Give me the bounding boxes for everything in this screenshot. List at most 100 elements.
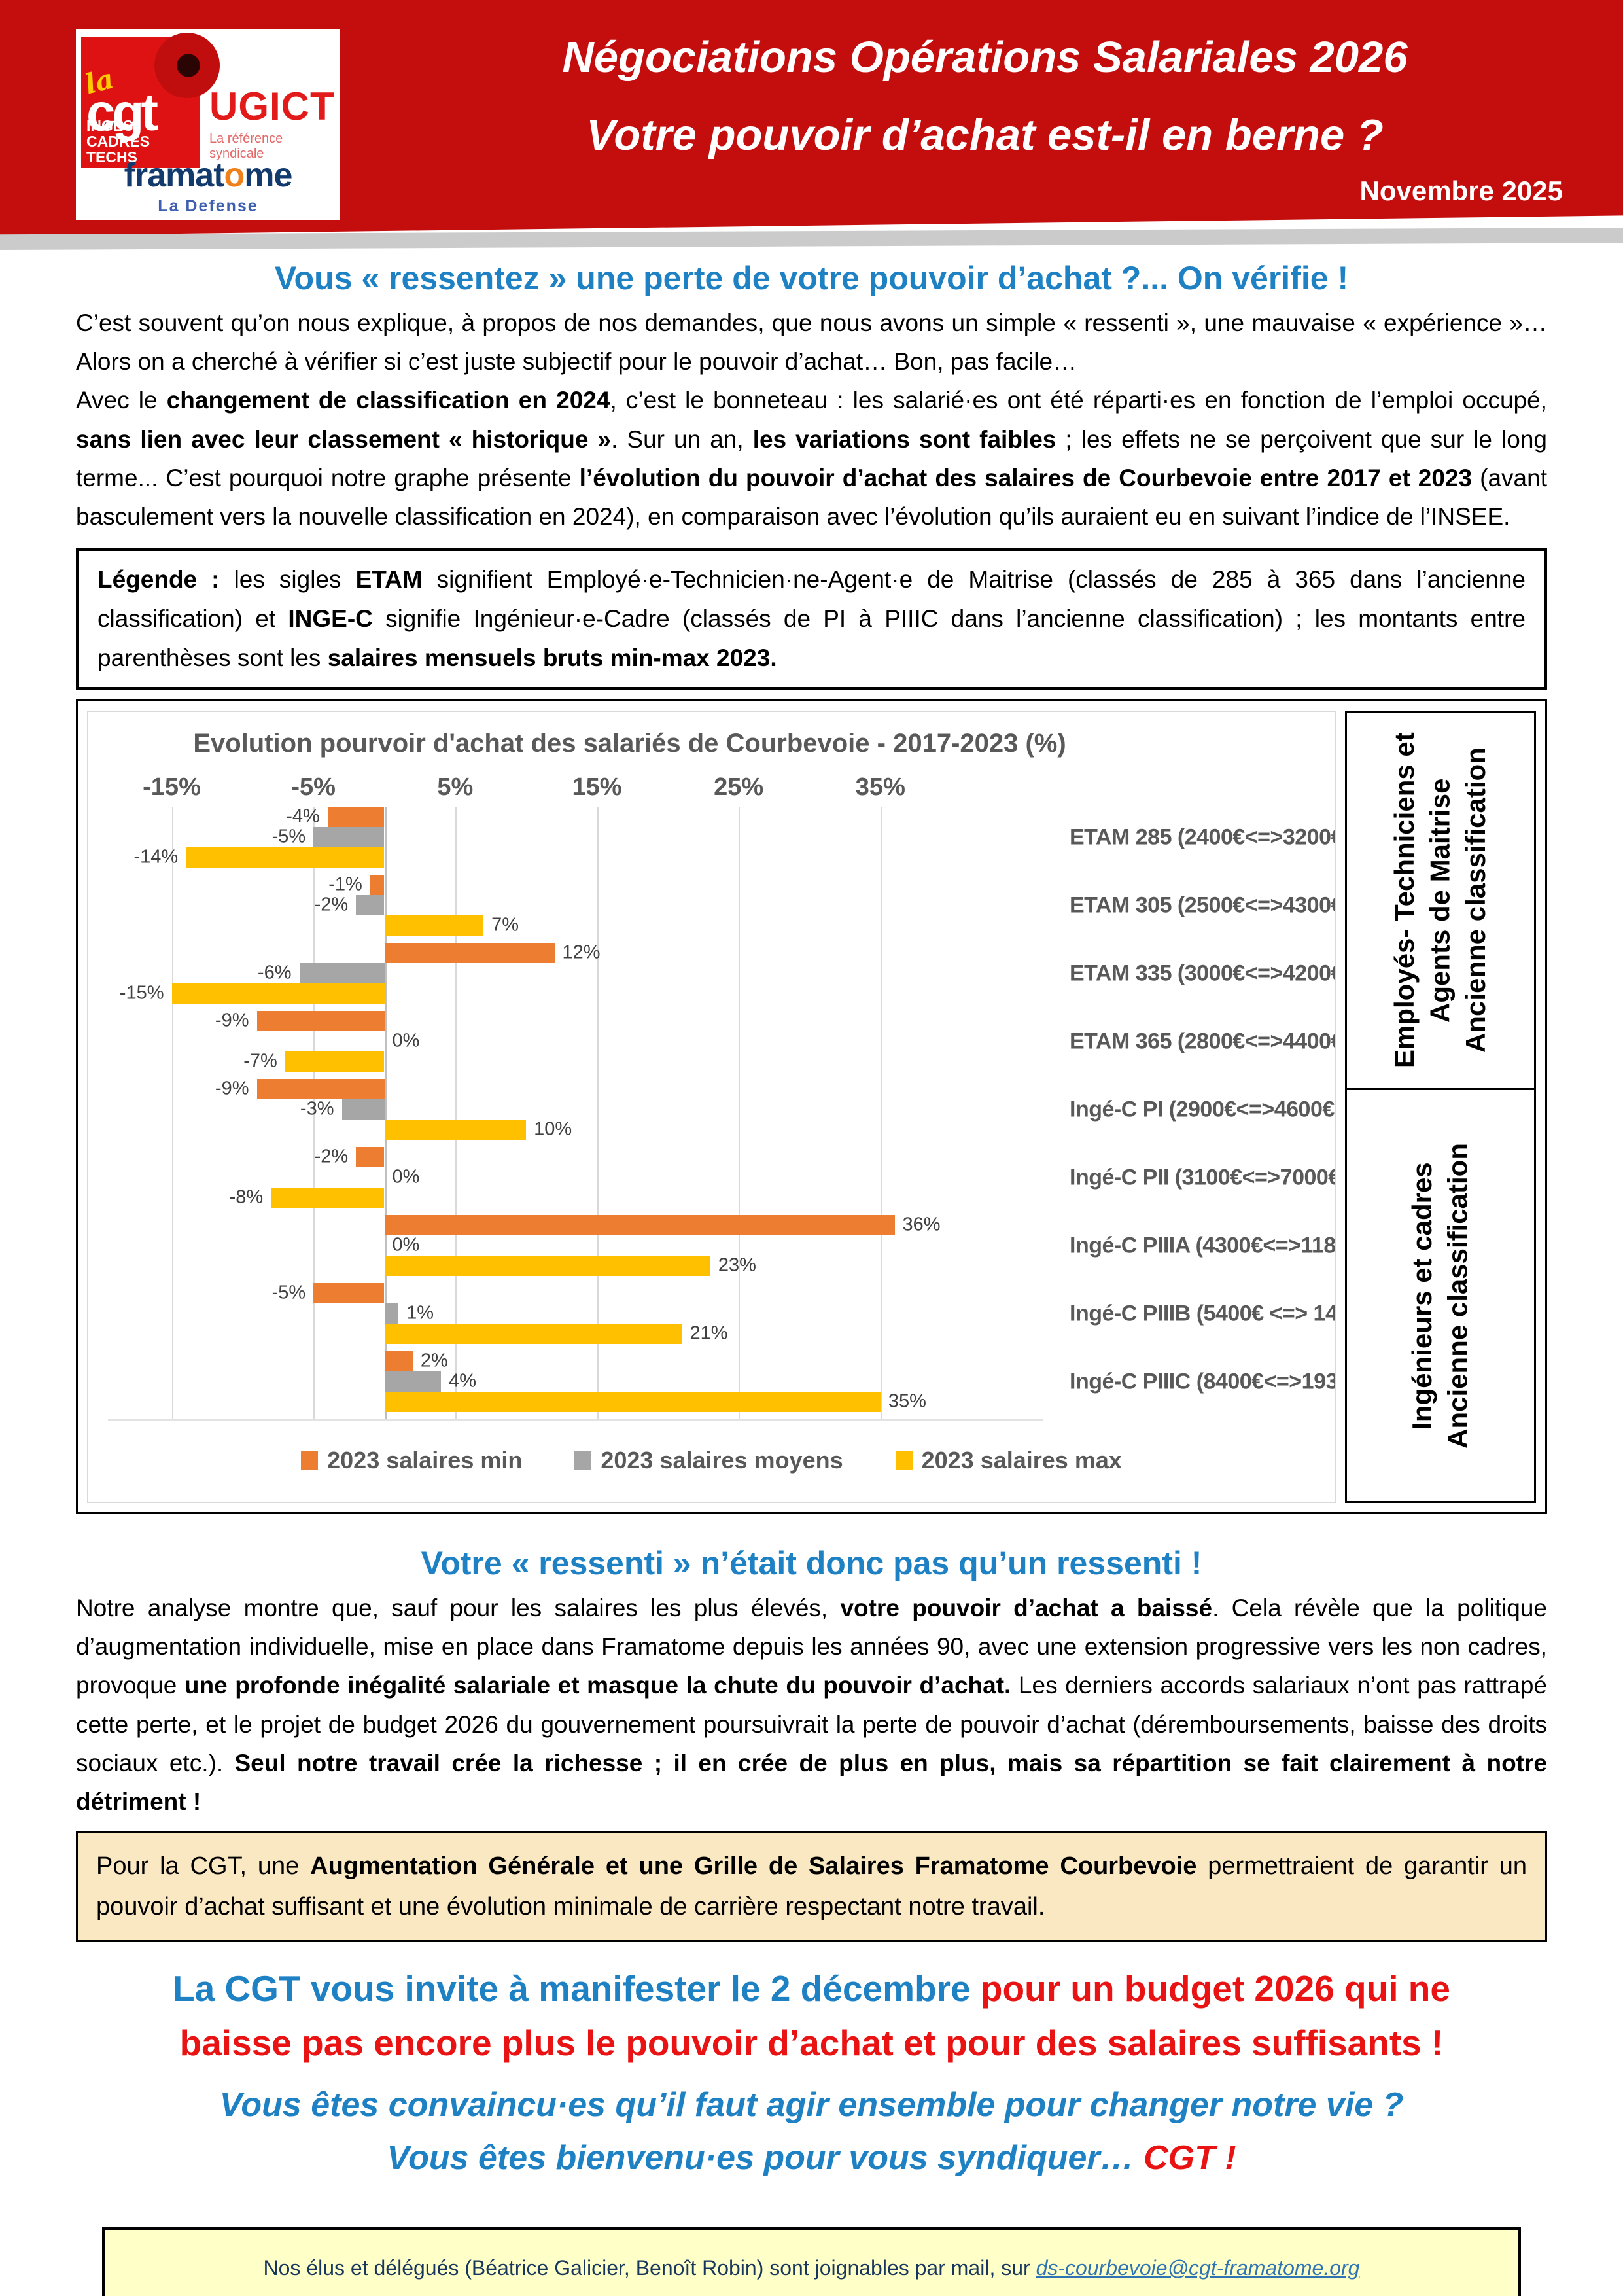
chart-bar — [171, 983, 385, 1004]
title-line-1: Négociations Opérations Salariales 2026 — [562, 33, 1408, 82]
legend-item: 2023 salaires min — [301, 1447, 522, 1474]
bar-value-label: 2% — [420, 1350, 448, 1371]
chart-bar — [384, 915, 484, 936]
text-segment: sans lien avec leur classement « histori… — [76, 425, 612, 453]
bar-value-label: -3% — [300, 1098, 334, 1120]
bar-value-label: 0% — [392, 1030, 420, 1051]
date-label: Novembre 2025 — [1359, 175, 1563, 206]
cgt-logo-block: la cgt INGÉS CADRES TECHS — [81, 33, 220, 168]
bar-value-label: 35% — [888, 1390, 926, 1412]
category-label: ETAM 305 (2500€<=>4300€) — [1070, 892, 1336, 918]
chart-bar — [313, 826, 385, 847]
text-segment: CGT ! — [1143, 2138, 1236, 2177]
chart-gridline — [739, 806, 741, 1419]
bar-value-label: 1% — [406, 1302, 434, 1324]
legend-swatch-icon — [895, 1450, 913, 1470]
union-logo: la cgt INGÉS CADRES TECHS UGICT La référ… — [76, 29, 340, 220]
bar-value-label: -8% — [229, 1186, 264, 1208]
bar-value-label: 4% — [449, 1370, 477, 1392]
bar-value-label: 7% — [491, 914, 519, 936]
cta-line-3: Vous êtes convaincu·es qu’il faut agir e… — [52, 2079, 1571, 2132]
site-label: La Defense — [158, 197, 258, 215]
axis-tick-label: 25% — [714, 773, 764, 801]
axis-tick-label: 5% — [437, 773, 474, 801]
chart-section: Evolution pourvoir d'achat des salariés … — [76, 699, 1547, 1514]
ugict-tagline: La référence syndicale — [209, 132, 283, 161]
text-segment: Avec le — [76, 387, 167, 414]
text-segment: ETAM — [355, 566, 423, 593]
bar-value-label: -6% — [257, 962, 292, 983]
text-segment: les variations sont faibles — [752, 425, 1056, 453]
text-segment: C’est souvent qu’on nous explique, à pro… — [76, 309, 1547, 376]
category-label: Ingé-C PIIIB (5400€ <=> 14300€) — [1070, 1301, 1335, 1326]
chart-bar — [271, 1187, 385, 1208]
legend-item: 2023 salaires max — [895, 1446, 1122, 1474]
chart-bar — [370, 874, 385, 895]
axis-tick-label: 35% — [855, 773, 905, 801]
etam-classification-box: Employés- Techniciens et Agents de Maitr… — [1345, 710, 1536, 1090]
call-to-action: La CGT vous invite à manifester le 2 déc… — [0, 1962, 1623, 2184]
legend-swatch-icon — [574, 1450, 592, 1470]
ugict-logo-text: UGICT — [209, 84, 335, 128]
text-segment: . Cela révèle que la politique d’augment… — [76, 1594, 1547, 1699]
text-segment: une profonde inégalité salariale et masq… — [184, 1672, 1011, 1699]
bar-value-label: -4% — [286, 805, 320, 827]
chart-bar — [384, 1391, 881, 1412]
chart-bar — [356, 1146, 385, 1167]
bar-value-label: 10% — [534, 1118, 572, 1140]
category-label: Ingé-C PII (3100€<=>7000€) — [1070, 1165, 1336, 1190]
section2-heading: Votre « ressenti » n’était donc pas qu’u… — [421, 1544, 1202, 1581]
etam-classification-label: Ancienne classification — [1460, 747, 1492, 1053]
chart-bar — [384, 1303, 399, 1324]
chart-bar — [356, 894, 385, 915]
chart-axis-row: -15% -5% 5% 15% 25% 35% — [108, 764, 1043, 807]
intro-paragraph-1: C’est souvent qu’on nous explique, à pro… — [76, 304, 1547, 381]
section1-heading: Vous « ressentez » une perte de votre po… — [274, 260, 1349, 296]
framatome-orange-o: o — [224, 156, 245, 194]
chart-gridline — [597, 806, 599, 1419]
inge-classification-text: Ingénieurs et cadres Ancienne classifica… — [1405, 1143, 1476, 1449]
bar-value-label: -14% — [133, 846, 179, 868]
classification-column: Employés- Techniciens et Agents de Maitr… — [1345, 710, 1536, 1503]
bar-value-label: 36% — [902, 1214, 941, 1235]
legend-label: 2023 salaires max — [921, 1446, 1122, 1474]
chart-gridline — [880, 806, 882, 1419]
etam-group-label: Employés- Techniciens et Agents de Maitr… — [1389, 732, 1456, 1069]
chart-card: Evolution pourvoir d'achat des salariés … — [87, 710, 1336, 1503]
chart-bar — [299, 963, 385, 983]
legend-item: 2023 salaires moyens — [574, 1447, 843, 1474]
text-segment: signifient Employé·e-Technicien·ne-Agent… — [97, 566, 1526, 633]
chart-bar — [313, 1282, 385, 1303]
text-segment: Notre analyse montre que, sauf pour les … — [76, 1594, 841, 1621]
contact-line-1: Nos élus et délégués (Béatrice Galicier,… — [124, 2246, 1499, 2291]
main-title: Négociations Opérations Salariales 2026 … — [379, 18, 1590, 175]
text-segment: Seul notre travail crée la richesse ; il… — [76, 1749, 1547, 1815]
chart-bar — [341, 1099, 385, 1120]
inge-classification-box: Ingénieurs et cadres Ancienne classifica… — [1345, 1087, 1536, 1503]
contact-line-2: ou par courrier interne à la CGT Framato… — [124, 2291, 1499, 2296]
text-segment: La CGT vous invite à manifester le 2 déc… — [173, 1968, 981, 2009]
bar-value-label: -9% — [215, 1010, 249, 1031]
analysis-paragraph: Notre analyse montre que, sauf pour les … — [76, 1589, 1547, 1821]
bar-value-label: 0% — [392, 1234, 420, 1256]
chart-bar — [186, 847, 385, 868]
text-segment: l’évolution du pouvoir d’achat des salai… — [579, 464, 1473, 491]
legend-label: 2023 salaires moyens — [601, 1446, 843, 1474]
axis-tick-label: 15% — [572, 773, 622, 801]
bar-value-label: 12% — [562, 942, 601, 963]
bar-value-label: -15% — [119, 982, 164, 1004]
cgt-logo-text: cgt — [86, 83, 158, 141]
email-link[interactable]: ds-courbevoie@cgt-framatome.org — [1036, 2256, 1360, 2280]
bar-value-label: -2% — [314, 894, 349, 915]
chart-gridline — [455, 806, 457, 1419]
text-segment: les sigles — [234, 566, 356, 593]
bar-value-label: 23% — [718, 1254, 756, 1276]
text-segment: ; les effets ne se perçoivent que sur le… — [76, 425, 1547, 491]
intro-paragraph-2: Avec le changement de classification en … — [76, 381, 1547, 536]
chart-bar — [256, 1078, 385, 1099]
cgt-badge-text: INGÉS CADRES TECHS — [86, 116, 150, 166]
chart-bar — [384, 1323, 682, 1344]
contact-box: Nos élus et délégués (Béatrice Galicier,… — [102, 2227, 1521, 2296]
category-label: Ingé-C PIIIA (4300€<=>11800€) — [1070, 1233, 1336, 1258]
